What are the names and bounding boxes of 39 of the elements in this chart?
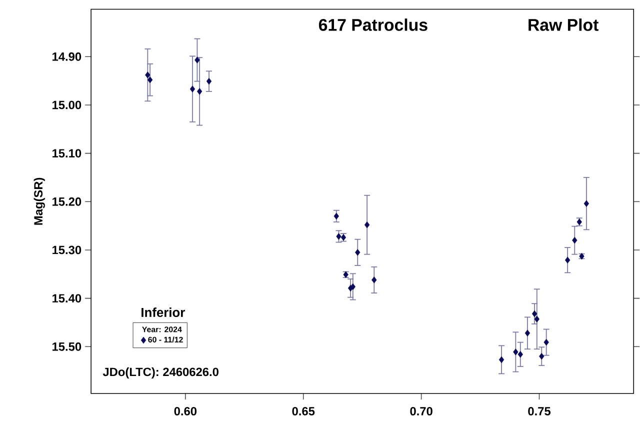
y-tick-label: 15.30 (52, 246, 82, 254)
point (350, 283, 356, 290)
chart-title: 617 Patroclus (318, 18, 428, 31)
point (206, 78, 212, 84)
point (572, 236, 578, 244)
y-tick-label: 14.90 (52, 52, 82, 61)
point (524, 330, 530, 336)
x-tick-label: 0.60 (174, 406, 197, 416)
x-tick-label: 0.65 (292, 406, 315, 416)
point (364, 221, 370, 228)
y-tick-label: 15.00 (52, 100, 82, 109)
x-tick-label: 0.75 (528, 406, 551, 416)
chart-subtitle: Raw Plot (528, 18, 598, 31)
point (532, 310, 538, 317)
point (145, 71, 150, 78)
point (518, 350, 523, 358)
point (190, 85, 196, 92)
point (194, 56, 200, 64)
y-tick-label: 15.10 (52, 148, 82, 158)
point (336, 232, 342, 240)
annotation: Inferior (142, 307, 185, 317)
point (498, 356, 504, 363)
y-tick-label: 15.20 (52, 197, 82, 206)
point (372, 276, 377, 284)
point (196, 88, 202, 95)
point (513, 348, 518, 356)
annotation: JDo(LTC): 2460626.0 (102, 367, 218, 378)
point (544, 338, 549, 346)
point (539, 352, 544, 360)
y-tick-label: 15.50 (52, 342, 82, 351)
x-tick-label: 0.70 (410, 406, 432, 416)
point (564, 256, 570, 264)
point (334, 212, 339, 220)
point (355, 248, 360, 256)
point (147, 76, 153, 84)
point (584, 200, 590, 207)
point (534, 316, 540, 322)
y-axis-title: Mag(SR) (34, 178, 45, 225)
y-tick-label: 15.40 (52, 294, 82, 302)
